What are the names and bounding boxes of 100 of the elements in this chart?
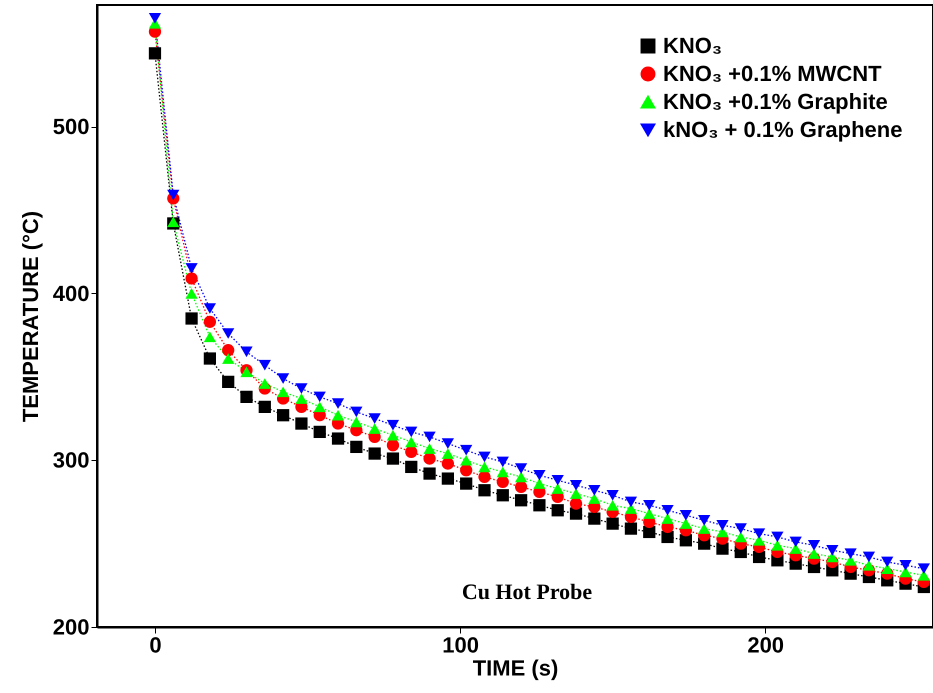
point [918, 570, 930, 581]
point [478, 470, 491, 484]
point [533, 470, 546, 481]
point [514, 472, 528, 482]
point [661, 513, 674, 524]
point [698, 514, 710, 526]
point [643, 508, 656, 519]
point [460, 444, 472, 456]
point [862, 552, 876, 562]
x-tick-label: 0 [149, 632, 162, 658]
point [514, 494, 528, 506]
point [533, 478, 546, 489]
point [552, 474, 564, 486]
point [185, 272, 198, 285]
point [314, 392, 326, 402]
point [276, 409, 290, 422]
point [314, 426, 326, 438]
point [752, 528, 766, 539]
point [167, 216, 180, 228]
point [496, 456, 509, 468]
point [386, 439, 400, 452]
point [204, 332, 216, 342]
point [460, 464, 472, 476]
point [368, 423, 381, 434]
point [258, 378, 271, 389]
point [680, 510, 692, 521]
point [368, 447, 381, 460]
point [314, 402, 326, 412]
point [295, 393, 308, 404]
point [881, 556, 894, 568]
point [332, 410, 344, 421]
point [734, 532, 747, 542]
annotation: Cu Hot Probe [462, 579, 592, 604]
point [716, 520, 729, 531]
point [844, 548, 857, 559]
point [222, 353, 234, 364]
point [460, 477, 472, 490]
point [442, 448, 454, 459]
point [423, 443, 436, 454]
point [680, 518, 692, 529]
point [240, 346, 253, 358]
point [386, 452, 400, 465]
point [606, 490, 619, 501]
point [918, 563, 930, 574]
point [862, 560, 876, 571]
point [148, 13, 162, 24]
legend-label: kNO₃ + 0.1% Graphene [663, 117, 902, 142]
point [350, 416, 362, 428]
y-tick-label: 200 [52, 614, 90, 640]
point [442, 457, 454, 470]
point [423, 452, 436, 465]
point [624, 522, 638, 535]
point [295, 417, 308, 430]
x-tick-label: 200 [747, 632, 784, 658]
point [185, 288, 198, 299]
point [185, 263, 198, 274]
point [478, 462, 491, 472]
point [552, 483, 564, 494]
point [643, 500, 656, 511]
point [899, 560, 912, 571]
point [570, 488, 582, 499]
y-axis-title: TEMPERATURE (°C) [18, 210, 43, 422]
point [514, 463, 528, 474]
point [496, 476, 509, 488]
point [405, 436, 418, 448]
point [552, 504, 564, 516]
point [405, 460, 418, 474]
point [350, 406, 362, 418]
point [478, 452, 491, 462]
point [514, 480, 528, 494]
point [496, 466, 509, 478]
point [698, 523, 710, 534]
point [295, 383, 308, 394]
point [771, 532, 784, 542]
point [496, 489, 509, 502]
point [643, 526, 656, 538]
point [240, 390, 253, 403]
point [570, 480, 582, 491]
x-axis-title: TIME (s) [472, 656, 558, 680]
point [350, 440, 362, 454]
point [588, 512, 600, 525]
legend-label: KNO₃ +0.1% MWCNT [663, 61, 882, 86]
point [276, 373, 290, 384]
point [222, 344, 234, 356]
point [442, 472, 454, 485]
point [240, 366, 253, 378]
point [442, 438, 454, 449]
point [588, 493, 600, 504]
point [808, 548, 820, 559]
point [661, 504, 674, 516]
point [332, 398, 344, 409]
point [460, 454, 472, 466]
point [386, 430, 400, 441]
point [185, 312, 198, 325]
point [405, 446, 418, 458]
point [204, 316, 216, 328]
point [606, 517, 619, 530]
point [790, 536, 802, 548]
point [368, 413, 381, 424]
x-tick-label: 100 [442, 632, 479, 658]
